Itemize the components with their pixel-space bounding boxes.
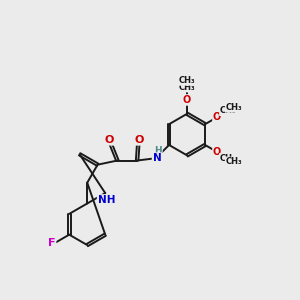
Text: CH₃: CH₃ [225, 103, 242, 112]
Text: H: H [154, 146, 162, 154]
Text: O: O [105, 135, 114, 145]
Text: CH₃: CH₃ [179, 76, 195, 85]
Text: NH: NH [98, 195, 115, 205]
Text: O: O [135, 135, 144, 145]
Text: N: N [153, 153, 161, 163]
Text: O: O [183, 95, 191, 105]
Text: O: O [213, 112, 221, 122]
Text: CH₃: CH₃ [179, 83, 195, 92]
Text: O: O [213, 147, 221, 157]
Text: CH₃: CH₃ [220, 154, 236, 163]
Text: CH₃: CH₃ [225, 157, 242, 166]
Text: F: F [48, 238, 56, 248]
Text: CH₃: CH₃ [220, 106, 236, 116]
